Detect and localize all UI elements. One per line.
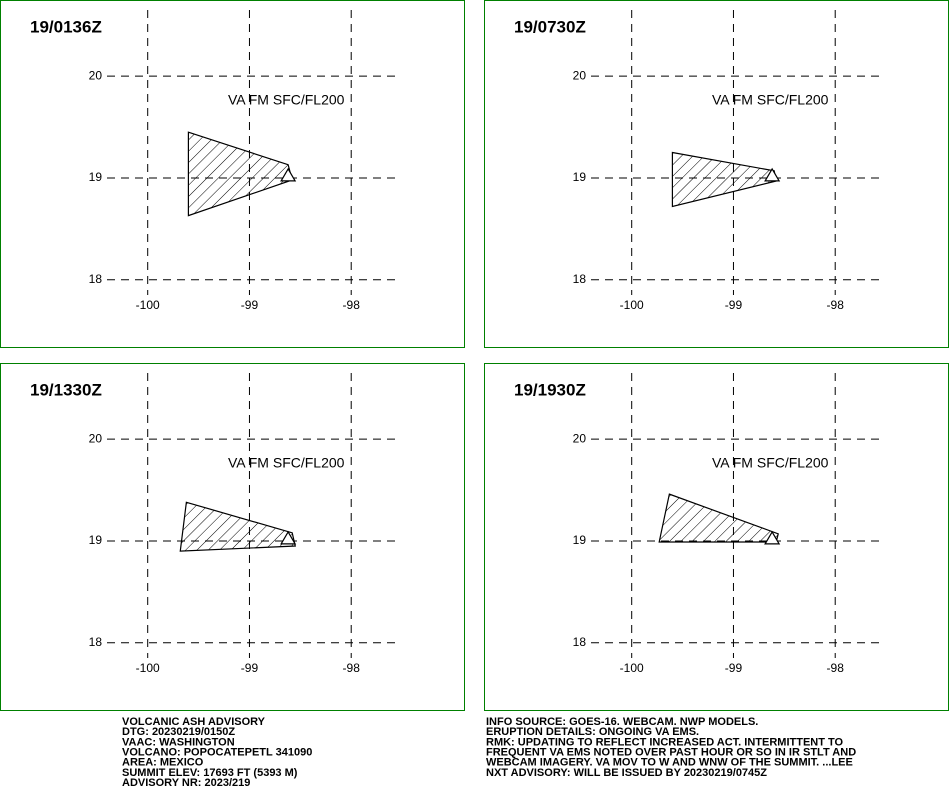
valid-time: 19/1330Z — [30, 380, 102, 399]
panel-frame — [484, 363, 949, 711]
volcano-marker — [280, 167, 297, 182]
x-tick-label: -99 — [241, 298, 259, 312]
volcano-marker — [280, 530, 297, 545]
valid-time: 19/1930Z — [514, 380, 586, 399]
info-line: SUMMIT ELEV: 17693 FT (5393 M) — [122, 767, 298, 779]
x-tick-label: -98 — [343, 298, 361, 312]
panel-frame — [0, 363, 465, 711]
valid-time: 19/0730Z — [514, 17, 586, 36]
panel-frame — [0, 0, 465, 348]
info-line: INFO SOURCE: GOES-16. WEBCAM. NWP MODELS… — [486, 716, 758, 728]
x-tick-label: -100 — [620, 298, 644, 312]
annotation: VA FM SFC/FL200 — [228, 92, 345, 108]
info-line: FREQUENT VA EMS NOTED OVER PAST HOUR OR … — [486, 747, 856, 759]
x-tick-label: -100 — [136, 298, 160, 312]
x-tick-label: -99 — [241, 661, 259, 675]
x-tick-label: -99 — [725, 661, 743, 675]
panel-frame — [484, 0, 949, 348]
y-tick-label: 20 — [89, 68, 103, 82]
ash-polygon — [671, 151, 777, 208]
info-line: ERUPTION DETAILS: ONGOING VA EMS. — [486, 726, 699, 738]
annotation: VA FM SFC/FL200 — [712, 92, 829, 108]
x-tick-label: -98 — [827, 298, 845, 312]
info-line: RMK: UPDATING TO REFLECT INCREASED ACT. … — [486, 736, 844, 748]
x-tick-label: -100 — [620, 661, 644, 675]
y-tick-label: 19 — [573, 170, 587, 184]
y-tick-label: 19 — [89, 533, 103, 547]
y-tick-label: 18 — [573, 635, 587, 649]
y-tick-label: 18 — [89, 272, 103, 286]
x-tick-label: -98 — [827, 661, 845, 675]
ash-polygon — [179, 501, 296, 552]
annotation: VA FM SFC/FL200 — [712, 455, 829, 471]
volcano-marker — [764, 167, 781, 182]
y-tick-label: 19 — [573, 533, 587, 547]
y-tick-label: 18 — [89, 635, 103, 649]
ash-polygon — [187, 131, 293, 217]
volcano-marker — [764, 530, 781, 545]
ash-polygon — [658, 493, 779, 543]
valid-time: 19/0136Z — [30, 17, 102, 36]
y-tick-label: 20 — [573, 68, 587, 82]
info-line: NXT ADVISORY: WILL BE ISSUED BY 20230219… — [486, 767, 767, 779]
info-line: VOLCANIC ASH ADVISORY — [122, 716, 266, 728]
y-tick-label: 20 — [89, 431, 103, 445]
y-tick-label: 19 — [89, 170, 103, 184]
info-line: DTG: 20230219/0150Z — [122, 726, 235, 738]
info-line: VOLCANO: POPOCATEPETL 341090 — [122, 747, 312, 759]
x-tick-label: -98 — [343, 661, 361, 675]
annotation: VA FM SFC/FL200 — [228, 455, 345, 471]
info-line: WEBCAM IMAGERY. VA MOV TO W AND WNW OF T… — [486, 757, 853, 769]
x-tick-label: -99 — [725, 298, 743, 312]
info-line: AREA: MEXICO — [122, 757, 204, 769]
info-line: ADVISORY NR: 2023/219 — [122, 777, 250, 789]
info-line: VAAC: WASHINGTON — [122, 736, 235, 748]
x-tick-label: -100 — [136, 661, 160, 675]
y-tick-label: 18 — [573, 272, 587, 286]
y-tick-label: 20 — [573, 431, 587, 445]
